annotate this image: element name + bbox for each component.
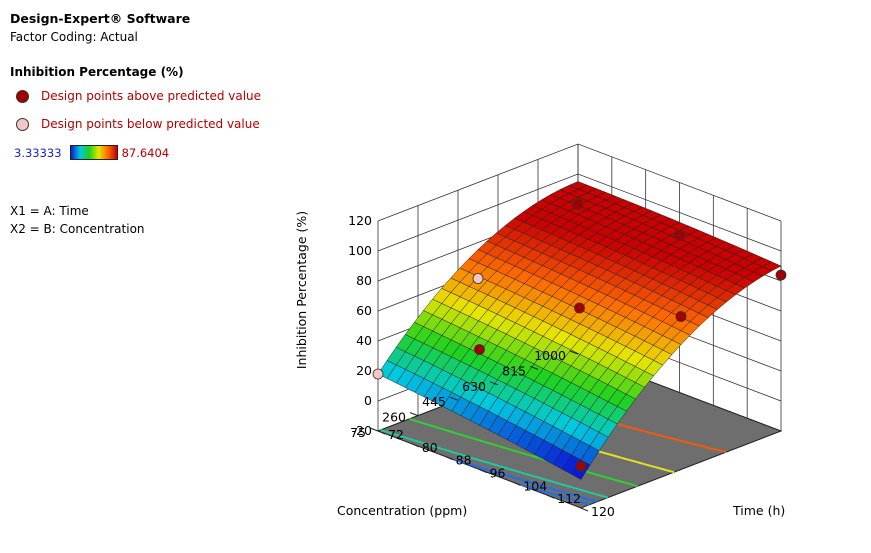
x-tick-mark bbox=[546, 494, 555, 499]
scale-min: 3.33333 bbox=[14, 145, 62, 160]
axis-ticks: -20 0 20 40 60 80 100 120 75 260 445 630 815 1000 72 80… bbox=[348, 213, 615, 519]
x-tick-mark bbox=[411, 443, 420, 448]
y-tick-label: 445 bbox=[422, 394, 446, 409]
design-point-above bbox=[474, 344, 485, 355]
wall-gridline bbox=[377, 173, 782, 252]
y-tick-mark bbox=[569, 350, 579, 355]
z-tick-label: -20 bbox=[352, 423, 372, 438]
legend-above: Design points above predicted value bbox=[16, 89, 261, 103]
y-tick-label: 630 bbox=[462, 379, 486, 394]
design-point-below bbox=[472, 273, 484, 284]
z-tick-label: 120 bbox=[348, 213, 372, 228]
x-tick-label: 96 bbox=[490, 466, 506, 481]
response-title: Inhibition Percentage (%) bbox=[10, 65, 184, 79]
design-point-below bbox=[372, 368, 384, 380]
x-tick-mark bbox=[580, 507, 589, 512]
y-tick-mark bbox=[529, 365, 539, 370]
x-tick-label: 80 bbox=[422, 440, 438, 455]
contour-line bbox=[409, 417, 638, 488]
contour-line bbox=[520, 483, 590, 506]
legend-above-label: Design points above predicted value bbox=[41, 89, 262, 103]
z-tick-label: 100 bbox=[348, 243, 372, 258]
x-tick-mark bbox=[513, 481, 521, 486]
factor-x1: X1 = A: Time bbox=[10, 204, 89, 218]
x-tick-label: 120 bbox=[591, 504, 615, 519]
x-tick-mark bbox=[377, 430, 386, 435]
x-tick-label: 112 bbox=[557, 491, 581, 506]
software-title: Design-Expert® Software bbox=[10, 11, 191, 26]
x-tick-label: 88 bbox=[456, 453, 472, 468]
z-tick-label: 60 bbox=[356, 303, 372, 318]
x-tick-label: 104 bbox=[523, 478, 547, 493]
below-point-icon bbox=[16, 117, 29, 131]
design-point-above bbox=[575, 460, 587, 472]
legend-below: Design points below predicted value bbox=[16, 117, 260, 131]
scale-max: 87.6404 bbox=[121, 145, 170, 160]
design-point-above bbox=[574, 302, 585, 314]
x-axis-label: Time (h) bbox=[732, 503, 785, 518]
z-tick-label: 20 bbox=[356, 363, 372, 378]
factor-coding: Factor Coding: Actual bbox=[10, 30, 138, 44]
x-tick-label: 72 bbox=[388, 427, 404, 442]
z-axis-label: Inhibition Percentage (%) bbox=[294, 211, 309, 369]
design-point-above bbox=[775, 269, 787, 281]
above-point-icon bbox=[16, 89, 29, 103]
y-tick-mark bbox=[409, 412, 419, 417]
x-tick-mark bbox=[479, 469, 487, 473]
y-tick-mark bbox=[489, 381, 499, 386]
wall-gridline bbox=[377, 143, 782, 222]
contour-line bbox=[380, 429, 609, 499]
design-points bbox=[372, 198, 787, 472]
design-point-above bbox=[572, 198, 584, 210]
y-tick-label: 815 bbox=[502, 363, 526, 378]
design-point-above bbox=[674, 229, 685, 241]
y-tick-label: 1000 bbox=[534, 348, 566, 363]
factor-x2: X2 = B: Concentration bbox=[10, 222, 145, 236]
y-tick-mark bbox=[449, 396, 459, 401]
x-tick-mark bbox=[445, 456, 453, 461]
y-tick-mark bbox=[369, 427, 379, 432]
legend-below-label: Design points below predicted value bbox=[41, 117, 260, 131]
y-tick-label: 75 bbox=[350, 425, 366, 440]
contour-line bbox=[454, 458, 598, 503]
response-surface bbox=[377, 181, 782, 480]
color-gradient-bar bbox=[69, 145, 118, 160]
z-tick-label: 0 bbox=[364, 393, 372, 408]
axis-labels: Inhibition Percentage (%) Concentration (… bbox=[294, 211, 785, 518]
y-axis-label: Concentration (ppm) bbox=[337, 503, 467, 518]
y-tick-label: 260 bbox=[382, 410, 406, 425]
surface-cell bbox=[762, 261, 782, 272]
z-tick-label: 80 bbox=[356, 273, 372, 288]
color-scale: 3.33333 87.6404 bbox=[14, 145, 169, 160]
design-point-above bbox=[675, 311, 687, 322]
z-tick-label: 40 bbox=[356, 333, 372, 348]
